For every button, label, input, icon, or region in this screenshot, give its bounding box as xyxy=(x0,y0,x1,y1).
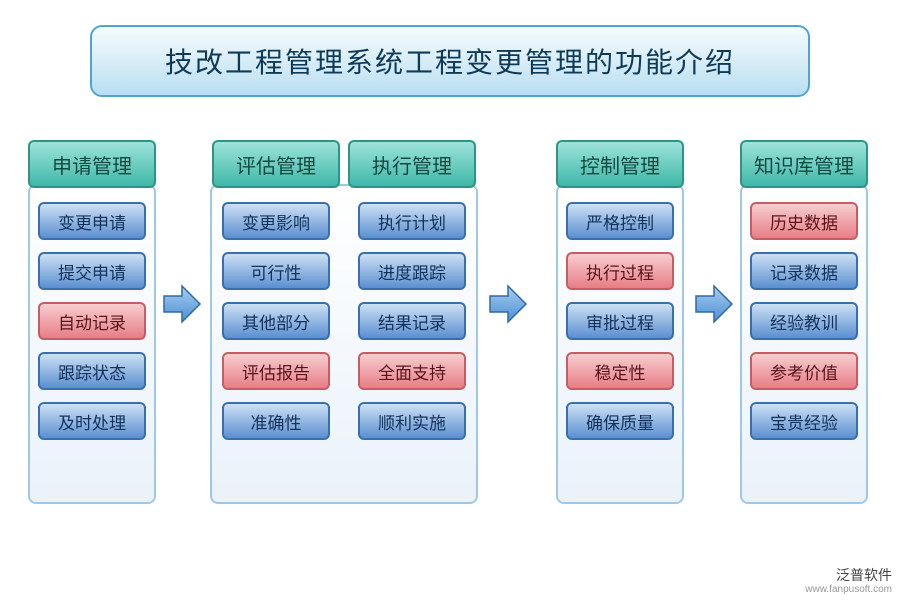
item-label: 严格控制 xyxy=(586,209,654,234)
item-box: 稳定性 xyxy=(566,352,674,390)
item-label: 历史数据 xyxy=(770,209,838,234)
item-box: 进度跟踪 xyxy=(358,252,466,290)
item-label: 审批过程 xyxy=(586,309,654,334)
item-label: 全面支持 xyxy=(378,359,446,384)
item-box: 准确性 xyxy=(222,402,330,440)
item-label: 记录数据 xyxy=(770,259,838,284)
arrow-right-icon xyxy=(160,282,204,326)
item-label: 评估报告 xyxy=(242,359,310,384)
item-box: 经验教训 xyxy=(750,302,858,340)
watermark-url: www.fanpusoft.com xyxy=(805,584,892,596)
arrow-right-icon xyxy=(692,282,736,326)
item-box: 变更申请 xyxy=(38,202,146,240)
item-label: 经验教训 xyxy=(770,309,838,334)
item-label: 其他部分 xyxy=(242,309,310,334)
item-box: 评估报告 xyxy=(222,352,330,390)
item-label: 自动记录 xyxy=(58,309,126,334)
item-label: 准确性 xyxy=(251,409,302,434)
item-label: 变更影响 xyxy=(242,209,310,234)
item-label: 顺利实施 xyxy=(378,409,446,434)
item-label: 执行计划 xyxy=(378,209,446,234)
item-label: 确保质量 xyxy=(586,409,654,434)
item-box: 参考价值 xyxy=(750,352,858,390)
item-box: 可行性 xyxy=(222,252,330,290)
item-box: 全面支持 xyxy=(358,352,466,390)
item-box: 提交申请 xyxy=(38,252,146,290)
column-header: 执行管理 xyxy=(348,140,476,188)
column-header: 知识库管理 xyxy=(740,140,868,188)
item-label: 执行过程 xyxy=(586,259,654,284)
item-box: 自动记录 xyxy=(38,302,146,340)
item-label: 变更申请 xyxy=(58,209,126,234)
item-label: 跟踪状态 xyxy=(58,359,126,384)
title-box: 技改工程管理系统工程变更管理的功能介绍 xyxy=(90,25,810,97)
item-label: 提交申请 xyxy=(58,259,126,284)
column-header-label: 评估管理 xyxy=(236,150,316,179)
column-header-label: 控制管理 xyxy=(580,150,660,179)
item-label: 宝贵经验 xyxy=(770,409,838,434)
item-label: 及时处理 xyxy=(58,409,126,434)
item-label: 参考价值 xyxy=(770,359,838,384)
item-box: 跟踪状态 xyxy=(38,352,146,390)
item-box: 结果记录 xyxy=(358,302,466,340)
item-box: 执行过程 xyxy=(566,252,674,290)
item-box: 变更影响 xyxy=(222,202,330,240)
column-header: 评估管理 xyxy=(212,140,340,188)
item-box: 及时处理 xyxy=(38,402,146,440)
column-header-label: 申请管理 xyxy=(52,150,132,179)
watermark: 泛普软件 www.fanpusoft.com xyxy=(805,567,892,596)
item-box: 执行计划 xyxy=(358,202,466,240)
item-label: 进度跟踪 xyxy=(378,259,446,284)
item-box: 确保质量 xyxy=(566,402,674,440)
item-box: 审批过程 xyxy=(566,302,674,340)
item-box: 宝贵经验 xyxy=(750,402,858,440)
title-text: 技改工程管理系统工程变更管理的功能介绍 xyxy=(165,41,735,81)
watermark-brand: 泛普软件 xyxy=(805,567,892,584)
arrow-right-icon xyxy=(486,282,530,326)
column-header-label: 执行管理 xyxy=(372,150,452,179)
item-box: 严格控制 xyxy=(566,202,674,240)
column-header-label: 知识库管理 xyxy=(754,150,854,179)
item-label: 结果记录 xyxy=(378,309,446,334)
item-box: 其他部分 xyxy=(222,302,330,340)
item-label: 稳定性 xyxy=(595,359,646,384)
column-header: 申请管理 xyxy=(28,140,156,188)
item-box: 记录数据 xyxy=(750,252,858,290)
item-box: 历史数据 xyxy=(750,202,858,240)
item-label: 可行性 xyxy=(251,259,302,284)
column-header: 控制管理 xyxy=(556,140,684,188)
item-box: 顺利实施 xyxy=(358,402,466,440)
